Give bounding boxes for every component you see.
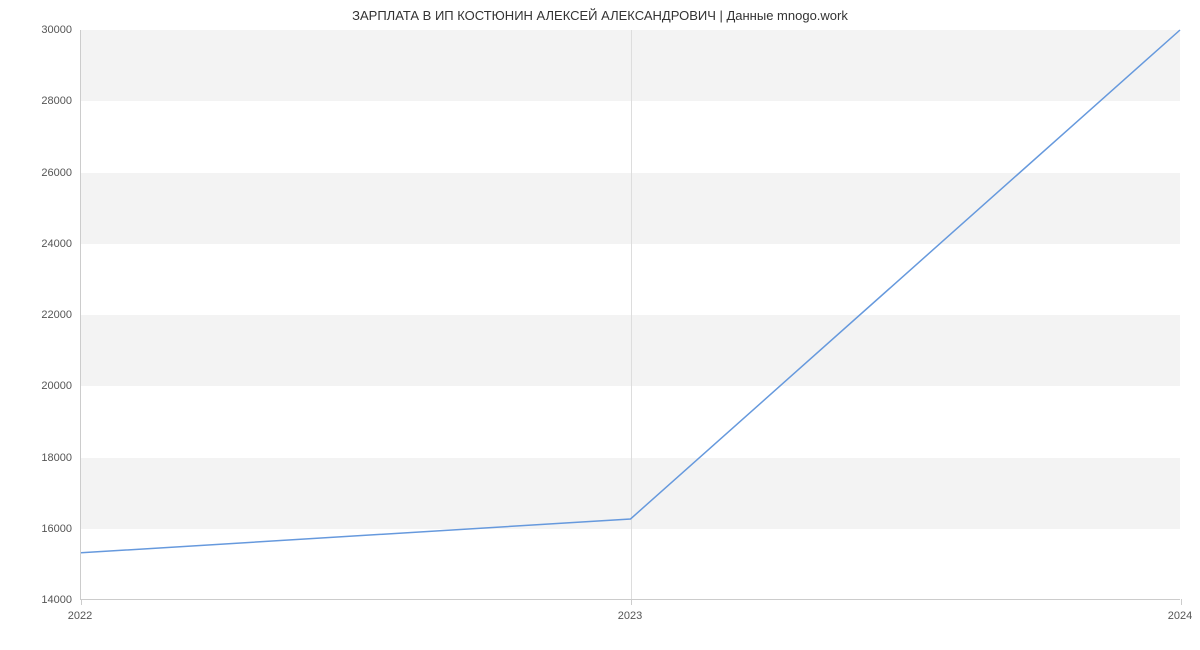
line-series-svg: [81, 30, 1180, 599]
salary-chart: ЗАРПЛАТА В ИП КОСТЮНИН АЛЕКСЕЙ АЛЕКСАНДР…: [0, 0, 1200, 650]
y-tick-label: 22000: [12, 309, 72, 321]
y-tick-label: 18000: [12, 452, 72, 464]
y-tick-label: 24000: [12, 238, 72, 250]
plot-area: [80, 30, 1180, 600]
y-tick-label: 26000: [12, 167, 72, 179]
y-tick-label: 20000: [12, 380, 72, 392]
y-tick-label: 16000: [12, 523, 72, 535]
y-tick-label: 28000: [12, 95, 72, 107]
y-tick-label: 30000: [12, 24, 72, 36]
y-tick-label: 14000: [12, 594, 72, 606]
x-tick: [631, 599, 632, 605]
x-tick-label: 2024: [1168, 610, 1192, 622]
x-tick-label: 2023: [618, 610, 642, 622]
x-tick: [1181, 599, 1182, 605]
x-tick: [81, 599, 82, 605]
x-tick-label: 2022: [68, 610, 92, 622]
chart-title: ЗАРПЛАТА В ИП КОСТЮНИН АЛЕКСЕЙ АЛЕКСАНДР…: [0, 8, 1200, 23]
line-series-salary: [81, 30, 1180, 553]
